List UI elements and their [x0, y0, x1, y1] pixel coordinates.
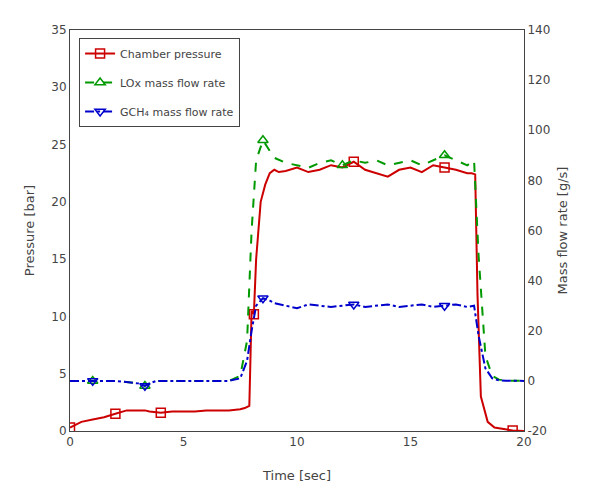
svg-text:Mass flow rate [g/s]: Mass flow rate [g/s] — [555, 167, 570, 295]
svg-text:25: 25 — [51, 138, 66, 152]
svg-text:120: 120 — [527, 73, 550, 87]
svg-text:80: 80 — [527, 174, 542, 188]
svg-text:10: 10 — [51, 310, 66, 324]
svg-text:20: 20 — [51, 195, 66, 209]
svg-text:0: 0 — [59, 424, 67, 438]
svg-text:40: 40 — [527, 274, 542, 288]
svg-text:Time [sec]: Time [sec] — [262, 468, 331, 483]
svg-text:60: 60 — [527, 224, 542, 238]
svg-text:5: 5 — [180, 435, 188, 449]
svg-text:30: 30 — [51, 80, 66, 94]
svg-text:Pressure [bar]: Pressure [bar] — [22, 185, 37, 276]
svg-text:0: 0 — [66, 435, 74, 449]
svg-text:100: 100 — [527, 123, 550, 137]
svg-text:0: 0 — [527, 374, 535, 388]
svg-text:35: 35 — [51, 23, 66, 37]
svg-text:20: 20 — [516, 435, 531, 449]
svg-text:10: 10 — [289, 435, 304, 449]
svg-text:-20: -20 — [527, 424, 547, 438]
svg-text:5: 5 — [59, 367, 67, 381]
svg-text:Chamber pressure: Chamber pressure — [120, 48, 222, 61]
svg-text:LOx mass flow rate: LOx mass flow rate — [120, 77, 226, 90]
svg-text:15: 15 — [403, 435, 418, 449]
svg-text:20: 20 — [527, 324, 542, 338]
svg-text:15: 15 — [51, 252, 66, 266]
svg-text:140: 140 — [527, 23, 550, 37]
svg-text:GCH₄ mass flow rate: GCH₄ mass flow rate — [120, 106, 234, 119]
